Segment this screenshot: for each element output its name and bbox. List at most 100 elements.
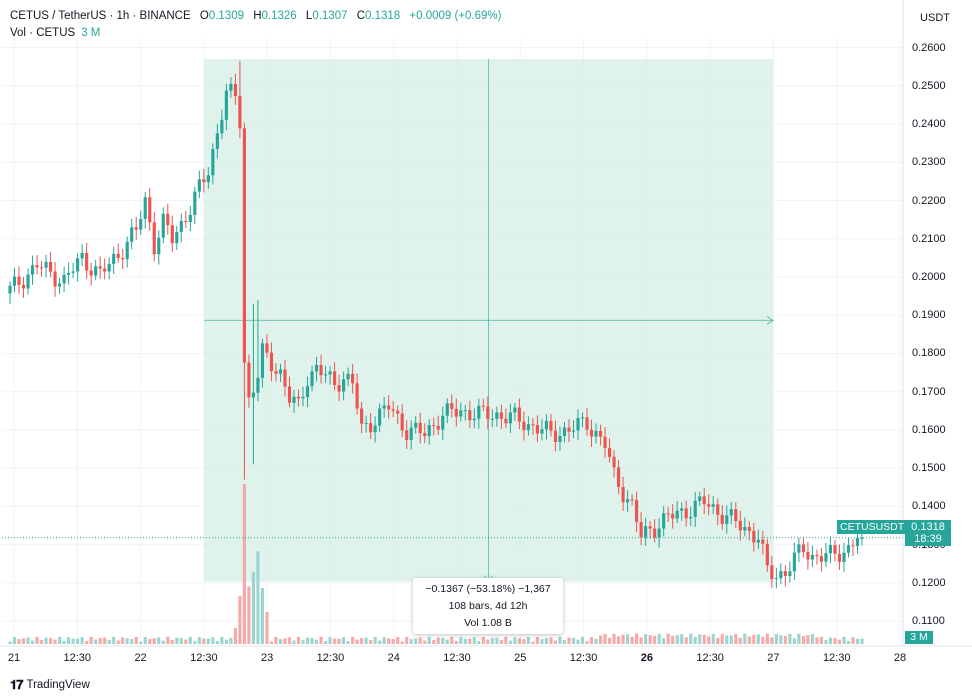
- volume-bar: [580, 636, 585, 644]
- volume-bar: [332, 638, 337, 644]
- volume-bar: [161, 640, 165, 644]
- volume-bar: [495, 637, 499, 644]
- volume-bar: [743, 633, 747, 644]
- volume-bar: [269, 641, 274, 644]
- volume-legend: Vol · CETUS 3 M: [10, 27, 100, 39]
- candle-body: [671, 514, 675, 519]
- candle-body: [504, 418, 508, 424]
- volume-bar: [328, 637, 332, 644]
- candle-body: [193, 191, 197, 215]
- volume-bar: [134, 636, 138, 644]
- volume-bar: [833, 637, 837, 644]
- volume-bar: [770, 637, 774, 644]
- volume-bar: [481, 636, 485, 644]
- volume-bar: [342, 637, 346, 644]
- volume-bar: [544, 638, 549, 644]
- price-tick-label: 0.2200: [912, 194, 946, 207]
- volume-bar: [278, 639, 283, 644]
- volume-bar: [436, 637, 440, 644]
- candle-body: [94, 266, 98, 276]
- candle-body: [220, 119, 224, 134]
- candle-body: [342, 379, 346, 392]
- candle-body: [369, 423, 373, 433]
- candle-body: [130, 227, 134, 242]
- candle-body: [558, 436, 562, 442]
- volume-bar: [806, 635, 810, 644]
- candle-body: [251, 392, 256, 398]
- volume-bar: [319, 636, 323, 644]
- time-tick-label: 12:30: [696, 652, 724, 664]
- candle-body: [635, 500, 639, 523]
- volume-bar: [94, 639, 98, 644]
- candle-body: [680, 508, 684, 511]
- candle-body: [774, 578, 778, 580]
- volume-bar: [567, 637, 571, 644]
- volume-bar: [729, 635, 733, 644]
- measure-bars-duration: 108 bars, 4d 12h: [448, 600, 528, 612]
- volume-bar: [535, 636, 540, 644]
- candle-body: [666, 513, 670, 515]
- candle-body: [215, 133, 219, 149]
- volume-bar: [53, 639, 57, 644]
- volume-bar: [819, 636, 824, 644]
- symbol-price-tag: CETUSUSDT: [837, 520, 908, 534]
- volume-bar: [576, 639, 580, 644]
- candle-body: [711, 504, 715, 507]
- volume-bar: [283, 638, 287, 644]
- candle-body: [103, 268, 107, 272]
- candle-body: [630, 499, 634, 501]
- volume-bar: [391, 639, 395, 644]
- candle-body: [612, 456, 616, 468]
- candle-body: [296, 396, 301, 399]
- candle-body: [166, 213, 170, 226]
- high-label: H: [253, 10, 262, 22]
- volume-bar: [265, 612, 269, 644]
- volume-bar: [337, 638, 341, 644]
- volume-bar: [504, 636, 508, 644]
- volume-bar: [616, 636, 621, 644]
- volume-bar: [206, 638, 210, 644]
- volume-legend-value: 3 M: [81, 27, 101, 39]
- candle-body: [662, 513, 666, 529]
- price-tick-label: 0.1100: [912, 615, 945, 628]
- volume-bar: [734, 633, 738, 644]
- candle-body: [418, 422, 422, 434]
- candle-body: [351, 373, 355, 384]
- volume-bar: [242, 484, 246, 644]
- candle-body: [860, 537, 864, 539]
- candle-body: [188, 214, 192, 222]
- candle-body: [328, 371, 332, 375]
- candle-body: [576, 418, 580, 431]
- candle-body: [396, 410, 400, 414]
- time-tick-label: 12:30: [569, 652, 598, 664]
- volume-bar: [346, 641, 350, 644]
- volume-bar: [472, 637, 476, 644]
- candle-body: [585, 417, 589, 430]
- candle-body: [833, 545, 837, 554]
- open-label: O: [199, 10, 209, 22]
- tradingview-attribution[interactable]: 𝟏𝟕 TradingView: [10, 677, 90, 693]
- low-value: 0.1307: [312, 10, 348, 22]
- volume-bar: [12, 636, 17, 644]
- candle-body: [39, 267, 44, 269]
- candle-body: [8, 285, 12, 294]
- candle-body: [846, 545, 851, 553]
- candle-body: [35, 265, 39, 268]
- candle-body: [184, 221, 188, 223]
- candle-body: [459, 410, 463, 417]
- candle-body: [828, 545, 833, 554]
- volume-bar: [188, 636, 192, 644]
- candle-body: [522, 421, 526, 431]
- candle-body: [71, 271, 75, 273]
- currency-label[interactable]: USDT: [920, 12, 950, 24]
- symbol-title[interactable]: CETUS / TetherUS · 1h · BINANCE: [10, 10, 191, 22]
- volume-bar: [765, 633, 769, 644]
- volume-bar: [378, 640, 382, 644]
- candle-body: [589, 429, 594, 437]
- volume-bar: [179, 637, 183, 644]
- close-value: 0.1318: [365, 10, 401, 22]
- volume-legend-label[interactable]: Vol · CETUS: [10, 27, 76, 39]
- candle-body: [170, 225, 174, 244]
- volume-bar: [323, 641, 328, 644]
